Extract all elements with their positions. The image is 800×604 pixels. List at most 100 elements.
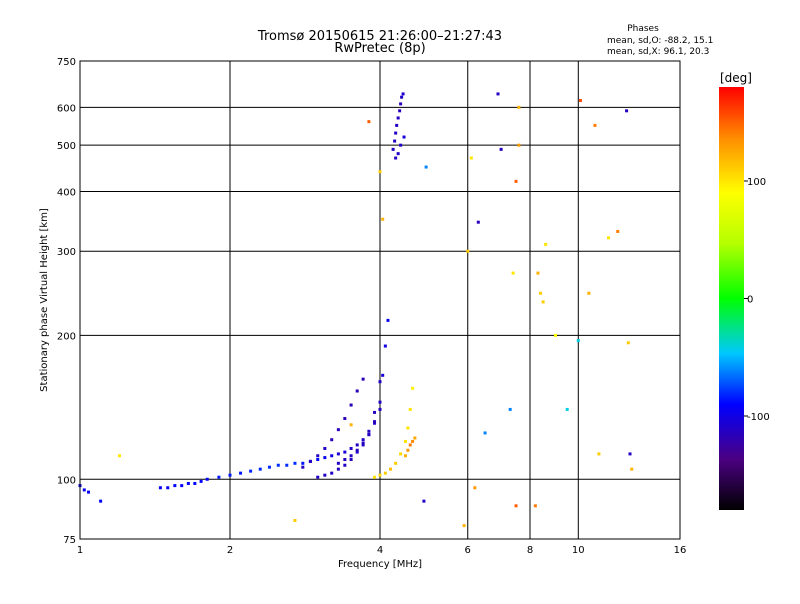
data-point: [565, 407, 569, 411]
data-point: [607, 236, 611, 240]
data-point: [349, 457, 353, 461]
data-point: [361, 441, 365, 445]
data-point: [355, 448, 359, 452]
data-point: [473, 486, 477, 490]
data-point: [336, 467, 340, 471]
data-point: [508, 407, 512, 411]
data-point: [381, 217, 385, 221]
data-point: [483, 431, 487, 435]
data-point: [469, 156, 473, 160]
grid-lines: [80, 61, 680, 539]
data-point: [578, 99, 582, 103]
data-point: [373, 475, 377, 479]
data-point: [361, 438, 365, 442]
data-point: [511, 271, 515, 275]
data-point: [373, 421, 377, 425]
data-point: [355, 443, 359, 447]
data-point: [533, 504, 537, 508]
data-point: [316, 454, 320, 458]
data-point: [267, 465, 271, 469]
colorbar-tick-label: -100: [747, 412, 770, 423]
data-point: [82, 488, 86, 492]
data-point: [539, 291, 543, 295]
x-axis-ticks: 1 2 4 6 8 10 16: [77, 545, 687, 556]
x-tick-label: 6: [465, 545, 471, 556]
colorbar-tick-label: 100: [747, 177, 766, 188]
data-point: [343, 450, 347, 454]
colorbar-ticks: 100 0 -100: [744, 177, 770, 423]
data-point: [323, 456, 327, 460]
y-tick-label: 300: [57, 247, 76, 258]
data-point: [386, 318, 390, 322]
plot-frame: [79, 60, 681, 540]
data-point: [514, 504, 518, 508]
data-point: [199, 479, 203, 483]
data-point: [411, 439, 415, 443]
data-point: [308, 459, 312, 463]
data-point: [349, 423, 353, 427]
data-point: [301, 461, 305, 465]
data-point: [625, 109, 629, 113]
data-point: [408, 443, 412, 447]
data-point: [406, 426, 410, 430]
data-point: [466, 249, 470, 253]
data-point: [496, 92, 500, 96]
phases-heading: Phases: [627, 24, 659, 34]
data-point: [399, 143, 403, 147]
x-tick-label: 4: [377, 545, 383, 556]
data-point: [499, 147, 503, 151]
data-point: [399, 452, 403, 456]
data-point: [173, 484, 177, 488]
data-point: [193, 481, 197, 485]
x-tick-label: 16: [674, 545, 687, 556]
data-point: [383, 471, 387, 475]
data-point: [401, 92, 405, 96]
data-point: [301, 465, 305, 469]
y-tick-label: 500: [57, 141, 76, 152]
data-point: [422, 499, 426, 503]
data-point: [628, 452, 632, 456]
data-point: [249, 469, 253, 473]
data-point: [239, 471, 243, 475]
x-axis-label: Frequency [MHz]: [338, 559, 422, 570]
data-point: [514, 179, 518, 183]
data-point: [378, 170, 382, 174]
colorbar-tick-label: 0: [747, 295, 753, 306]
data-point: [400, 95, 404, 99]
data-point: [158, 486, 162, 490]
data-point: [626, 341, 630, 345]
data-point: [378, 407, 382, 411]
data-point: [349, 446, 353, 450]
data-point: [383, 344, 387, 348]
data-point: [336, 452, 340, 456]
data-point: [293, 461, 297, 465]
data-point: [402, 135, 406, 139]
data-point: [406, 448, 410, 452]
data-point: [316, 457, 320, 461]
data-point: [630, 467, 634, 471]
data-point: [413, 436, 417, 440]
data-point: [403, 439, 407, 443]
data-point: [378, 473, 382, 477]
data-point: [424, 165, 428, 169]
data-point: [293, 518, 297, 522]
data-point: [166, 486, 170, 490]
y-axis-ticks: 75 100 200 300 400 500 600 750: [57, 57, 76, 546]
chart-title: Tromsø 20150615 21:26:00–21:27:43: [257, 29, 502, 44]
phases-x-stats: mean, sd,X: 96.1, 20.3: [607, 47, 709, 57]
data-point: [349, 403, 353, 407]
data-point: [389, 467, 393, 471]
data-point: [323, 473, 327, 477]
data-point: [349, 454, 353, 458]
data-point: [616, 229, 620, 233]
data-point: [541, 300, 545, 304]
x-tick-label: 10: [572, 545, 585, 556]
data-point: [180, 484, 184, 488]
chart-subtitle: RwPretec (8p): [334, 41, 425, 56]
colorbar: [719, 87, 744, 510]
data-point: [228, 473, 232, 477]
data-point: [476, 220, 480, 224]
colorbar-label: [deg]: [720, 71, 752, 85]
